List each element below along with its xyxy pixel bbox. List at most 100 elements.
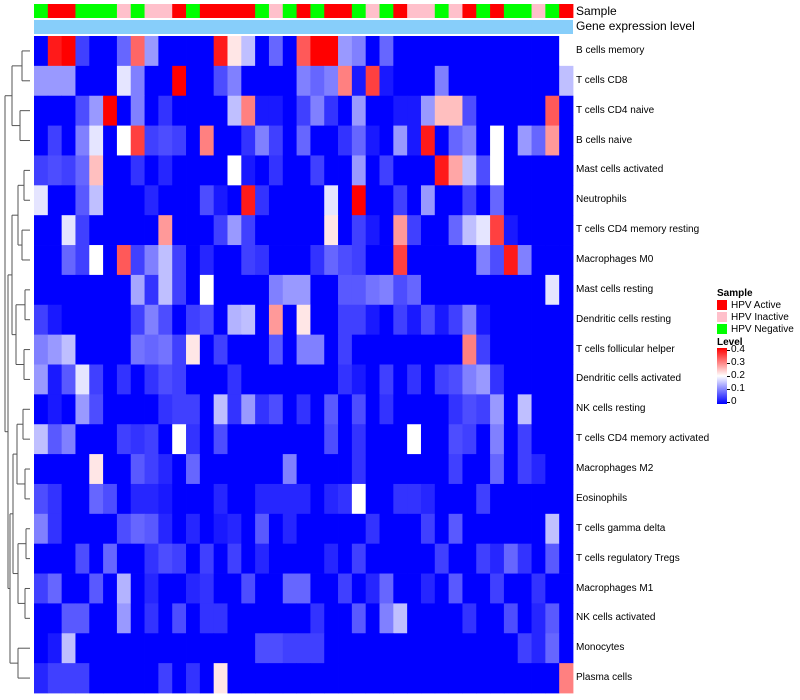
- heatmap-cell: [186, 125, 201, 156]
- heatmap-cell: [186, 185, 201, 216]
- heatmap-cell: [393, 364, 408, 395]
- heatmap-cell: [503, 483, 519, 515]
- heatmap-cell: [531, 245, 546, 276]
- heatmap-cell: [545, 95, 560, 126]
- sample-annotation-cell: [89, 4, 104, 18]
- heatmap-cell: [282, 65, 297, 97]
- row-label: Dendritic cells resting: [576, 313, 672, 325]
- heatmap-cell: [89, 125, 104, 156]
- heatmap-cell: [338, 573, 353, 604]
- heatmap-cell: [116, 543, 132, 574]
- heatmap-cell: [103, 543, 118, 574]
- heatmap-cell: [407, 155, 422, 186]
- sample-annotation-cell: [517, 4, 532, 18]
- heatmap-cell: [282, 155, 297, 186]
- heatmap-cell: [227, 36, 242, 67]
- heatmap-cell: [503, 543, 519, 574]
- heatmap-cell: [434, 424, 450, 455]
- heatmap-cell: [186, 334, 201, 365]
- heatmap-cell: [531, 215, 546, 246]
- heatmap-cell: [186, 543, 201, 574]
- heatmap-cell: [89, 454, 104, 485]
- heatmap-cell: [158, 454, 173, 485]
- heatmap-cell: [268, 424, 284, 455]
- heatmap-cell: [213, 125, 228, 156]
- heatmap-cell: [116, 185, 132, 216]
- heatmap-cell: [172, 483, 187, 515]
- heatmap-cell: [213, 603, 228, 634]
- heatmap-cell: [75, 454, 90, 485]
- heatmap-cell: [448, 274, 463, 306]
- heatmap-cell: [462, 155, 477, 186]
- heatmap-cell: [503, 573, 519, 604]
- row-label: T cells CD4 memory activated: [576, 433, 710, 445]
- heatmap-cell: [89, 65, 104, 97]
- heatmap-cell: [103, 185, 118, 216]
- heatmap-cell: [130, 543, 145, 574]
- heatmap-cell: [420, 215, 436, 246]
- heatmap-cell: [476, 603, 491, 634]
- heatmap-cell: [517, 304, 532, 336]
- heatmap-cell: [227, 603, 242, 634]
- heatmap-cell: [393, 185, 408, 216]
- heatmap-cell: [365, 543, 380, 574]
- heatmap-cell: [393, 274, 408, 306]
- heatmap-cell: [517, 215, 532, 246]
- heatmap-cell: [559, 334, 574, 365]
- sample-annotation-cell: [199, 4, 215, 18]
- heatmap-cell: [407, 394, 422, 425]
- heatmap-cell: [75, 573, 90, 604]
- heatmap-cell: [324, 513, 339, 545]
- heatmap-cell: [462, 334, 477, 365]
- row-label: B cells naive: [576, 134, 633, 146]
- heatmap-cell: [531, 394, 546, 425]
- heatmap-cell: [462, 125, 477, 156]
- heatmap-cell: [227, 513, 242, 545]
- heatmap-cell: [61, 245, 76, 276]
- legend: Sample HPV Active HPV Inactive HPV Negat…: [717, 288, 794, 407]
- heatmap-cell: [61, 663, 76, 694]
- heatmap-cell: [241, 125, 256, 156]
- heatmap-cell: [268, 603, 284, 634]
- heatmap-cell: [199, 364, 215, 395]
- heatmap-cell: [61, 573, 76, 604]
- heatmap-cell: [103, 304, 118, 336]
- heatmap-cell: [545, 245, 560, 276]
- heatmap-cell: [61, 454, 76, 485]
- heatmap-cell: [531, 36, 546, 67]
- row-label: Plasma cells: [576, 672, 633, 684]
- heatmap-cell: [310, 543, 325, 574]
- heatmap-cell: [379, 155, 394, 186]
- sample-annotation-cell: [545, 4, 560, 18]
- heatmap-cell: [448, 334, 463, 365]
- heatmap-cell: [490, 424, 505, 455]
- heatmap-cell: [255, 155, 270, 186]
- heatmap-cell: [379, 513, 394, 545]
- heatmap-cell: [503, 155, 519, 186]
- heatmap-cell: [517, 334, 532, 365]
- heatmap-cell: [462, 274, 477, 306]
- heatmap-cell: [365, 274, 380, 306]
- heatmap-cell: [379, 394, 394, 425]
- heatmap-cell: [531, 663, 546, 694]
- heatmap-cell: [379, 185, 394, 216]
- heatmap-cell: [103, 424, 118, 455]
- heatmap-cell: [393, 603, 408, 634]
- heatmap-cell: [282, 125, 297, 156]
- heatmap-cell: [61, 185, 76, 216]
- heatmap-cell: [241, 663, 256, 694]
- heatmap-cell: [130, 185, 145, 216]
- heatmap-cell: [282, 304, 297, 336]
- heatmap-cell: [89, 155, 104, 186]
- heatmap-cell: [116, 483, 132, 515]
- heatmap-cell: [199, 573, 215, 604]
- heatmap-cell: [420, 543, 436, 574]
- heatmap-cell: [255, 65, 270, 97]
- heatmap-cell: [503, 334, 519, 365]
- heatmap-cell: [462, 394, 477, 425]
- sample-annotation-cell: [310, 4, 325, 18]
- heatmap-cell: [130, 663, 145, 694]
- heatmap-cell: [213, 573, 228, 604]
- row-label: B cells memory: [576, 44, 645, 56]
